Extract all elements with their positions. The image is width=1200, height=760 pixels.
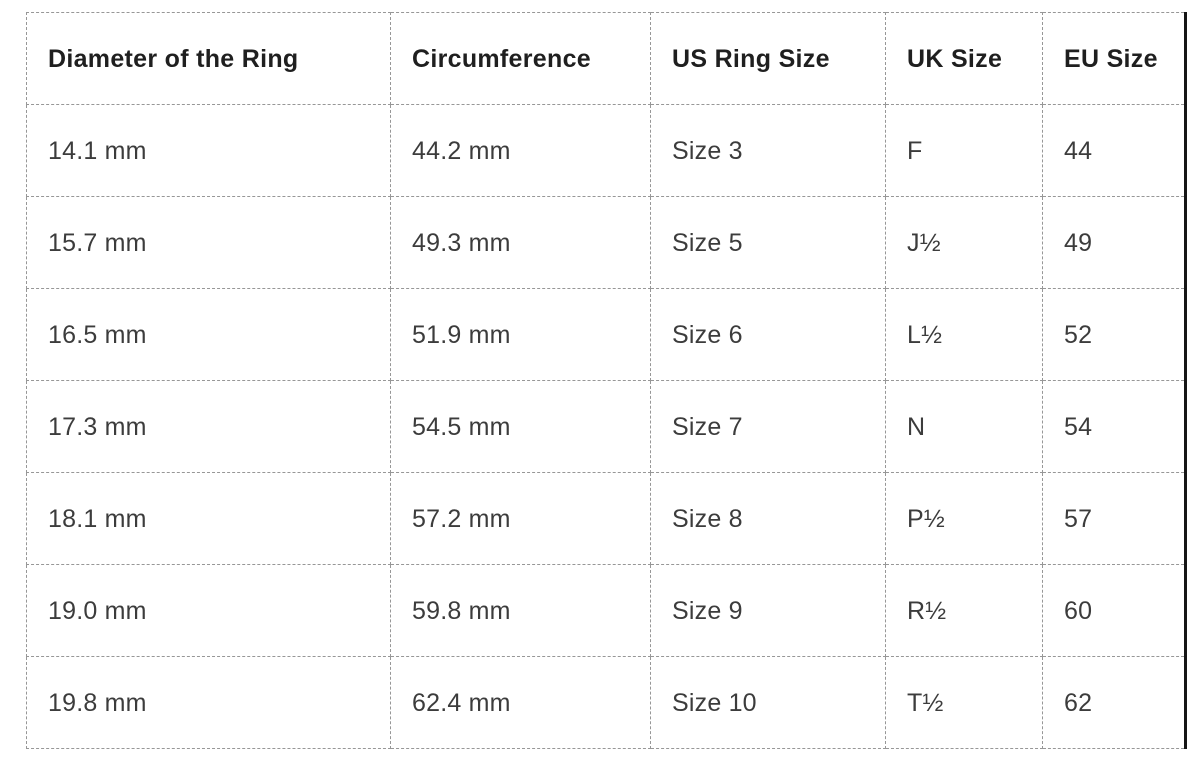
cell-circumference: 49.3 mm xyxy=(390,196,651,289)
cell-uk-size: L½ xyxy=(885,288,1043,381)
column-header-circumference: Circumference xyxy=(390,12,651,105)
column-header-eu-size: EU Size xyxy=(1042,12,1187,105)
ring-size-conversion-table: Diameter of the Ring Circumference US Ri… xyxy=(26,12,1187,749)
cell-diameter: 15.7 mm xyxy=(26,196,391,289)
table-body: 14.1 mm 44.2 mm Size 3 F 44 15.7 mm 49.3… xyxy=(26,104,1187,749)
table-row: 17.3 mm 54.5 mm Size 7 N 54 xyxy=(26,380,1187,473)
column-header-us-ring-size: US Ring Size xyxy=(650,12,886,105)
cell-circumference: 59.8 mm xyxy=(390,564,651,657)
table-header: Diameter of the Ring Circumference US Ri… xyxy=(26,12,1187,105)
cell-uk-size: R½ xyxy=(885,564,1043,657)
cell-us-size: Size 10 xyxy=(650,656,886,749)
cell-us-size: Size 3 xyxy=(650,104,886,197)
cell-circumference: 57.2 mm xyxy=(390,472,651,565)
column-header-uk-size: UK Size xyxy=(885,12,1043,105)
table-row: 15.7 mm 49.3 mm Size 5 J½ 49 xyxy=(26,196,1187,289)
cell-circumference: 62.4 mm xyxy=(390,656,651,749)
cell-us-size: Size 9 xyxy=(650,564,886,657)
cell-uk-size: P½ xyxy=(885,472,1043,565)
cell-diameter: 19.8 mm xyxy=(26,656,391,749)
cell-circumference: 51.9 mm xyxy=(390,288,651,381)
table-row: 14.1 mm 44.2 mm Size 3 F 44 xyxy=(26,104,1187,197)
table-row: 19.0 mm 59.8 mm Size 9 R½ 60 xyxy=(26,564,1187,657)
cell-us-size: Size 5 xyxy=(650,196,886,289)
cell-eu-size: 44 xyxy=(1042,104,1187,197)
cell-uk-size: N xyxy=(885,380,1043,473)
cell-diameter: 17.3 mm xyxy=(26,380,391,473)
cell-eu-size: 54 xyxy=(1042,380,1187,473)
cell-eu-size: 57 xyxy=(1042,472,1187,565)
header-row: Diameter of the Ring Circumference US Ri… xyxy=(26,12,1187,105)
cell-uk-size: F xyxy=(885,104,1043,197)
cell-uk-size: J½ xyxy=(885,196,1043,289)
cell-circumference: 54.5 mm xyxy=(390,380,651,473)
cell-us-size: Size 6 xyxy=(650,288,886,381)
table-row: 18.1 mm 57.2 mm Size 8 P½ 57 xyxy=(26,472,1187,565)
cell-diameter: 19.0 mm xyxy=(26,564,391,657)
cell-diameter: 16.5 mm xyxy=(26,288,391,381)
cell-uk-size: T½ xyxy=(885,656,1043,749)
cell-diameter: 18.1 mm xyxy=(26,472,391,565)
table-row: 19.8 mm 62.4 mm Size 10 T½ 62 xyxy=(26,656,1187,749)
table-row: 16.5 mm 51.9 mm Size 6 L½ 52 xyxy=(26,288,1187,381)
cell-eu-size: 52 xyxy=(1042,288,1187,381)
cell-eu-size: 60 xyxy=(1042,564,1187,657)
cell-diameter: 14.1 mm xyxy=(26,104,391,197)
cell-circumference: 44.2 mm xyxy=(390,104,651,197)
cell-eu-size: 49 xyxy=(1042,196,1187,289)
cell-us-size: Size 8 xyxy=(650,472,886,565)
cell-eu-size: 62 xyxy=(1042,656,1187,749)
cell-us-size: Size 7 xyxy=(650,380,886,473)
column-header-diameter: Diameter of the Ring xyxy=(26,12,391,105)
